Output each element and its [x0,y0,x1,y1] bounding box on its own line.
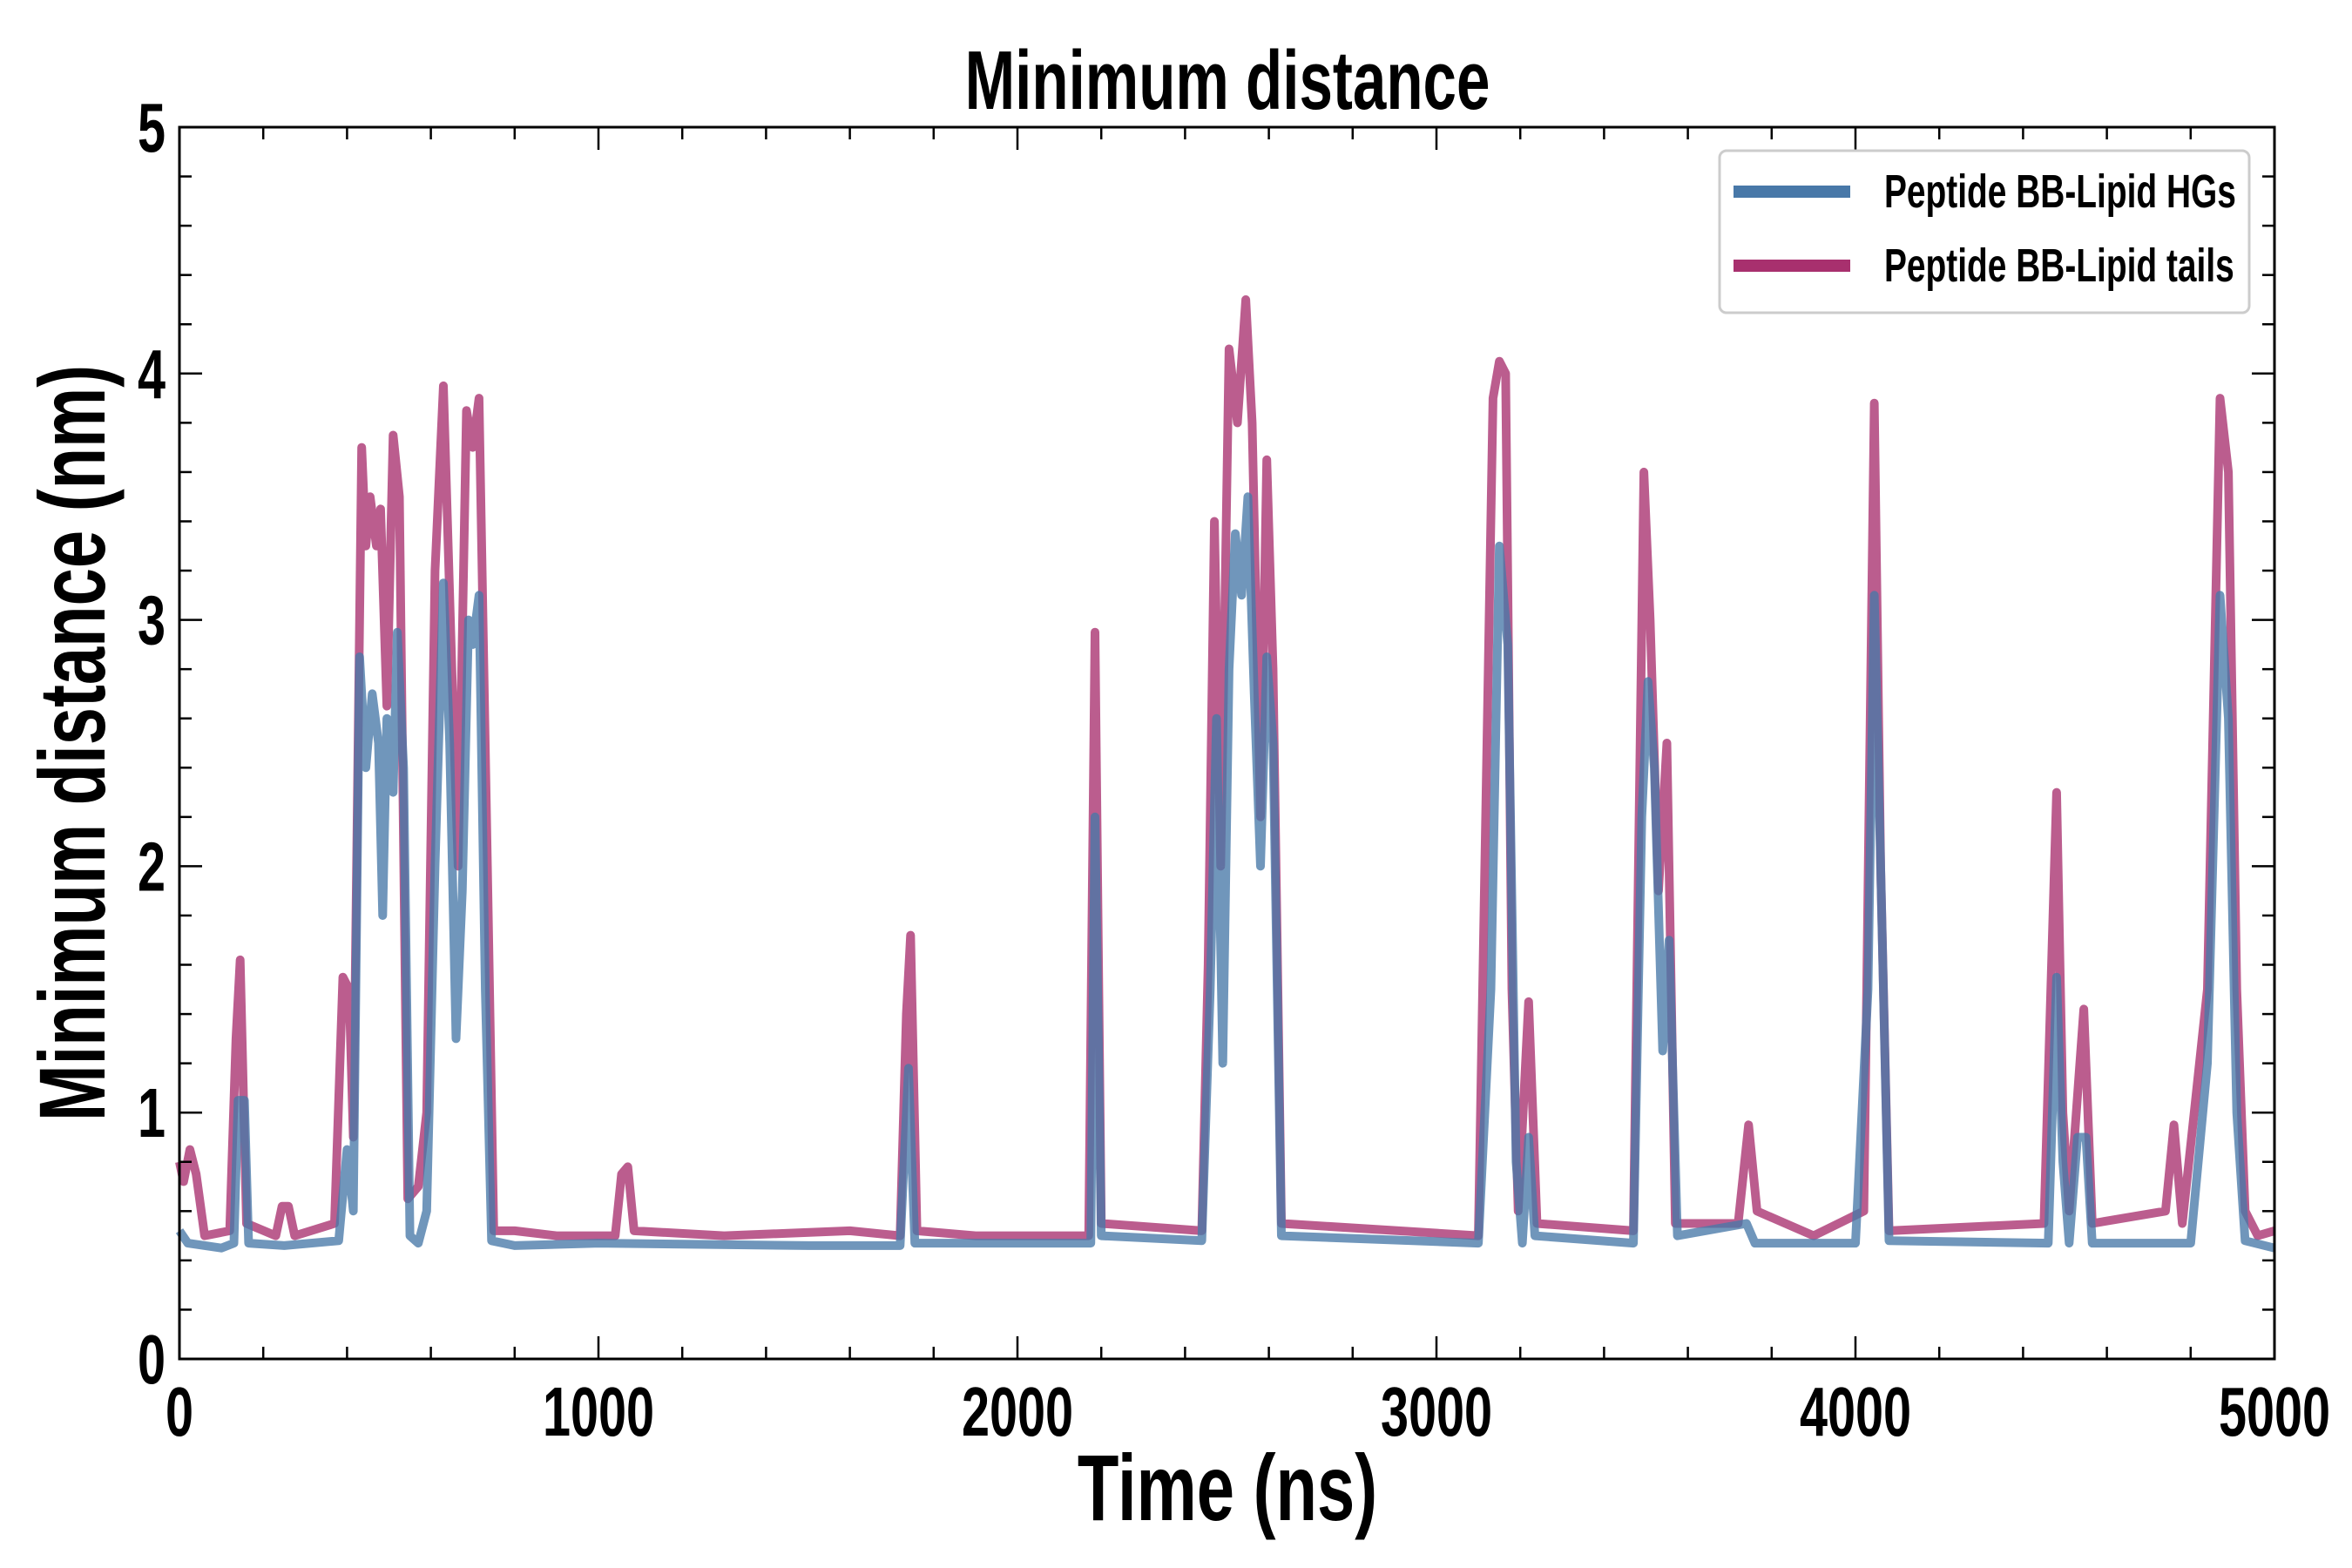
y-axis-label: Minimum distance (nm) [19,365,125,1121]
y-tick-label: 3 [138,581,166,659]
x-tick-label: 5000 [2219,1373,2330,1451]
y-tick-label: 4 [138,335,166,413]
series-line-lipid-hgs [175,492,2276,1253]
y-tick-label: 0 [138,1321,166,1399]
y-tick-label: 2 [138,828,166,906]
y-tick-label: 1 [138,1074,166,1152]
ticks-layer: 0 1000 2000 3000 4000 5000 0 1 2 3 4 5 [138,89,2330,1451]
chart-title: Minimum distance [965,33,1490,127]
legend: Peptide BB-Lipid HGs Peptide BB-Lipid ta… [1718,149,2251,314]
x-tick-label: 4000 [1800,1373,1911,1451]
x-tick-label: 0 [166,1373,193,1451]
y-tick-label: 5 [138,89,166,167]
legend-label-hgs: Peptide BB-Lipid HGs [1884,165,2236,218]
x-tick-label: 1000 [543,1373,654,1451]
legend-box [1718,149,2251,314]
legend-label-tails: Peptide BB-Lipid tails [1884,239,2234,292]
plot-frame [178,125,2276,1361]
x-axis-label: Time (ns) [1078,1435,1377,1540]
series-layer [175,295,2276,1253]
x-tick-label: 3000 [1381,1373,1492,1451]
x-tick-label: 2000 [962,1373,1073,1451]
